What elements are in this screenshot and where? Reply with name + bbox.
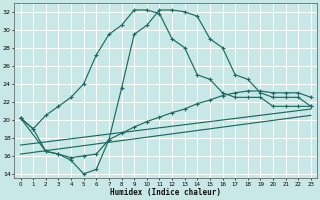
X-axis label: Humidex (Indice chaleur): Humidex (Indice chaleur)	[110, 188, 221, 197]
